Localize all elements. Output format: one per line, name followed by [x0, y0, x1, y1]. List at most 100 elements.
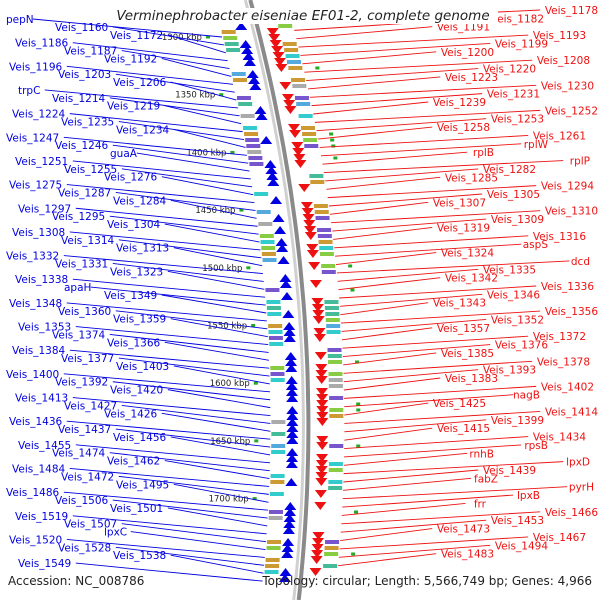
left-leader-line — [115, 546, 265, 566]
forward-gene-arrow — [286, 394, 299, 402]
reverse-gene-arrow — [268, 34, 281, 42]
tick-mark — [252, 497, 257, 501]
forward-feature-box — [245, 138, 260, 142]
forward-gene-arrow — [282, 526, 295, 534]
right-gene-label: Veis_1309 — [491, 214, 544, 226]
backbone-inner — [243, 0, 305, 600]
right-gene-label: rnhB — [469, 448, 494, 460]
right-leader-line — [340, 519, 487, 533]
forward-feature-box — [266, 300, 281, 304]
forward-gene-arrow — [286, 454, 299, 462]
forward-feature-box — [267, 540, 282, 544]
right-leader-line — [311, 93, 483, 107]
left-leader-line — [66, 302, 267, 322]
forward-feature-box — [262, 258, 277, 262]
forward-gene-arrow — [283, 328, 296, 336]
left-leader-line — [173, 365, 270, 385]
forward-feature-box — [264, 570, 279, 574]
reverse-feature-box — [321, 270, 336, 274]
left-gene-label: Veis_1295 — [52, 211, 105, 223]
forward-gene-arrow — [249, 82, 262, 90]
forward-gene-arrow — [243, 58, 256, 66]
right-leader-line — [343, 461, 564, 475]
reverse-gene-arrow — [271, 46, 284, 54]
left-gene-label: Veis_1366 — [107, 337, 161, 349]
forward-feature-box — [231, 72, 246, 76]
left-gene-label: Veis_1462 — [107, 456, 160, 468]
reverse-feature-box — [310, 180, 325, 184]
left-leader-line — [121, 523, 267, 543]
left-gene-label: Veis_1413 — [15, 393, 68, 405]
forward-feature-box — [271, 444, 286, 448]
reverse-gene-arrow — [294, 160, 307, 168]
left-leader-line — [167, 389, 271, 409]
tick-mark — [246, 266, 251, 270]
left-leader-line — [112, 499, 268, 519]
reverse-gene-arrow — [272, 52, 285, 60]
forward-gene-arrow — [264, 160, 277, 168]
right-gene-label: fabZ — [474, 473, 498, 485]
left-leader-line — [66, 184, 255, 204]
right-leader-line — [331, 210, 541, 224]
forward-feature-box — [265, 288, 280, 292]
reverse-feature-box — [324, 306, 339, 310]
right-leader-line — [314, 109, 541, 123]
right-gene-label: Veis_1230 — [541, 80, 594, 92]
forward-feature-box — [265, 558, 280, 562]
reverse-feature-box — [286, 60, 301, 64]
forward-gene-arrow — [285, 460, 298, 468]
left-leader-line — [170, 318, 268, 338]
forward-feature-box — [242, 126, 257, 130]
left-leader-line — [118, 475, 269, 495]
left-leader-line — [121, 168, 253, 188]
left-gene-label: Veis_1427 — [64, 400, 117, 412]
right-leader-line — [334, 235, 529, 249]
tick-mark — [254, 439, 259, 443]
right-leader-line — [344, 444, 522, 458]
tick-mark — [253, 381, 258, 385]
right-gene-label: Veis_1336 — [541, 281, 595, 293]
reverse-feature-box — [317, 234, 332, 238]
left-leader-line — [167, 507, 268, 527]
right-gene-label: Veis_1352 — [491, 314, 544, 326]
right-gene-label: Veis_1383 — [445, 373, 498, 385]
reverse-feature-box — [323, 564, 338, 568]
tick-mark — [219, 93, 224, 97]
reverse-feature-box — [328, 384, 343, 388]
forward-gene-arrow — [279, 274, 292, 282]
reverse-gene-arrow — [298, 184, 311, 192]
reverse-gene-arrow — [315, 466, 328, 474]
forward-feature-box — [236, 96, 251, 100]
reverse-feature-box — [328, 372, 343, 376]
reverse-feature-box — [291, 78, 306, 82]
right-leader-line — [327, 185, 537, 199]
right-gene-label: Veis_1453 — [491, 515, 544, 527]
left-gene-label: Veis_1426 — [104, 408, 158, 420]
right-leader-line — [328, 193, 483, 207]
reverse-gene-arrow — [311, 550, 324, 558]
forward-feature-box — [270, 378, 285, 382]
reverse-gene-arrow — [306, 244, 319, 252]
forward-feature-box — [249, 162, 264, 166]
right-leader-line — [332, 218, 487, 232]
left-leader-line — [164, 223, 260, 243]
reverse-feature-box — [326, 324, 341, 328]
tick-label: 1400 kbp — [186, 148, 226, 158]
reverse-feature-box — [328, 486, 343, 490]
right-gene-label: Veis_1378 — [537, 356, 590, 368]
left-gene-label: Veis_1528 — [58, 542, 111, 554]
left-leader-line — [170, 81, 237, 101]
right-leader-line — [341, 319, 487, 332]
right-leader-line — [341, 503, 466, 516]
forward-gene-arrow — [283, 334, 296, 342]
reverse-gene-arrow — [273, 58, 286, 66]
reverse-gene-arrow — [315, 388, 328, 396]
right-leader-line — [298, 34, 529, 48]
right-gene-label: Veis_1319 — [437, 222, 490, 234]
right-gene-label: Veis_1356 — [545, 306, 599, 318]
reverse-gene-arrow — [291, 142, 304, 150]
right-gene-label: Veis_1294 — [541, 181, 595, 193]
right-gene-label: Veis_1357 — [437, 323, 490, 335]
left-gene-label: Veis_1331 — [55, 258, 108, 270]
forward-gene-arrow — [280, 292, 293, 300]
